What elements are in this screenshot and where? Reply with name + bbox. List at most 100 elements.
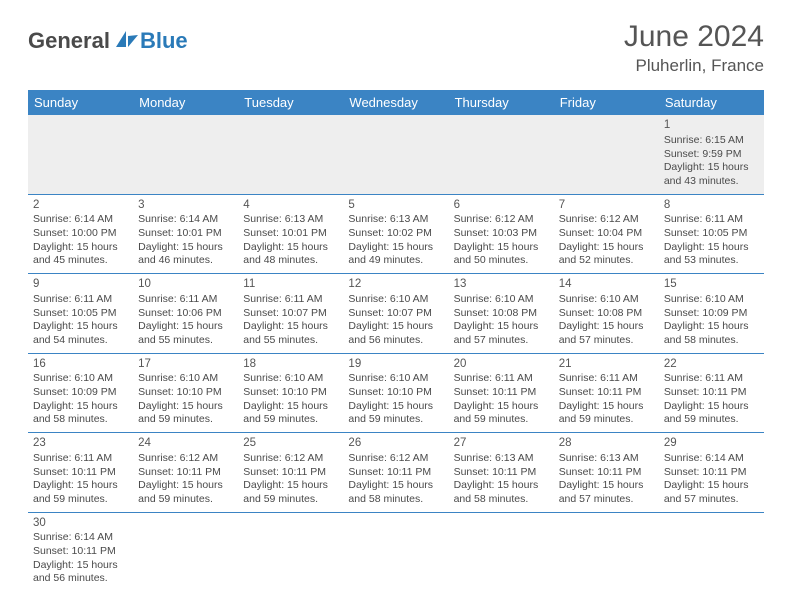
sunrise-line: Sunrise: 6:10 AM [348, 293, 443, 307]
calendar-cell: 28Sunrise: 6:13 AMSunset: 10:11 PMDaylig… [554, 433, 659, 513]
sunrise-line: Sunrise: 6:11 AM [138, 293, 233, 307]
sunset-line: Sunset: 10:11 PM [559, 466, 654, 480]
sunset-line: Sunset: 10:08 PM [559, 307, 654, 321]
calendar-cell: 23Sunrise: 6:11 AMSunset: 10:11 PMDaylig… [28, 433, 133, 513]
calendar-cell [449, 115, 554, 194]
calendar-row: 30Sunrise: 6:14 AMSunset: 10:11 PMDaylig… [28, 512, 764, 591]
sunrise-line: Sunrise: 6:10 AM [559, 293, 654, 307]
calendar-cell [343, 512, 448, 591]
daylight-line: Daylight: 15 hours and 59 minutes. [664, 400, 759, 427]
sunset-line: Sunset: 10:11 PM [243, 466, 338, 480]
calendar-cell [133, 115, 238, 194]
sunrise-line: Sunrise: 6:10 AM [138, 372, 233, 386]
daylight-line: Daylight: 15 hours and 57 minutes. [664, 479, 759, 506]
calendar-cell: 9Sunrise: 6:11 AMSunset: 10:05 PMDayligh… [28, 274, 133, 354]
calendar-body: 1Sunrise: 6:15 AMSunset: 9:59 PMDaylight… [28, 115, 764, 591]
day-number: 1 [664, 118, 759, 133]
sunset-line: Sunset: 10:07 PM [243, 307, 338, 321]
sunset-line: Sunset: 10:11 PM [454, 466, 549, 480]
day-number: 18 [243, 357, 338, 372]
logo-text-general: General [28, 28, 110, 54]
calendar-cell [554, 512, 659, 591]
day-number: 25 [243, 436, 338, 451]
sunrise-line: Sunrise: 6:13 AM [243, 213, 338, 227]
day-number: 7 [559, 198, 654, 213]
daylight-line: Daylight: 15 hours and 56 minutes. [33, 559, 128, 586]
day-number: 19 [348, 357, 443, 372]
day-number: 3 [138, 198, 233, 213]
sunset-line: Sunset: 10:05 PM [664, 227, 759, 241]
daylight-line: Daylight: 15 hours and 58 minutes. [454, 479, 549, 506]
daylight-line: Daylight: 15 hours and 57 minutes. [559, 479, 654, 506]
sunrise-line: Sunrise: 6:12 AM [138, 452, 233, 466]
sunset-line: Sunset: 10:02 PM [348, 227, 443, 241]
sunset-line: Sunset: 10:04 PM [559, 227, 654, 241]
daylight-line: Daylight: 15 hours and 59 minutes. [559, 400, 654, 427]
calendar-cell: 24Sunrise: 6:12 AMSunset: 10:11 PMDaylig… [133, 433, 238, 513]
sunrise-line: Sunrise: 6:14 AM [33, 531, 128, 545]
daylight-line: Daylight: 15 hours and 57 minutes. [559, 320, 654, 347]
calendar-cell: 7Sunrise: 6:12 AMSunset: 10:04 PMDayligh… [554, 194, 659, 274]
sunset-line: Sunset: 10:11 PM [348, 466, 443, 480]
calendar-cell: 10Sunrise: 6:11 AMSunset: 10:06 PMDaylig… [133, 274, 238, 354]
calendar-cell: 19Sunrise: 6:10 AMSunset: 10:10 PMDaylig… [343, 353, 448, 433]
daylight-line: Daylight: 15 hours and 54 minutes. [33, 320, 128, 347]
sunrise-line: Sunrise: 6:11 AM [454, 372, 549, 386]
day-header: Saturday [659, 90, 764, 115]
calendar-cell: 18Sunrise: 6:10 AMSunset: 10:10 PMDaylig… [238, 353, 343, 433]
calendar-cell [659, 512, 764, 591]
daylight-line: Daylight: 15 hours and 59 minutes. [243, 400, 338, 427]
calendar-cell: 27Sunrise: 6:13 AMSunset: 10:11 PMDaylig… [449, 433, 554, 513]
sunrise-line: Sunrise: 6:13 AM [559, 452, 654, 466]
sunset-line: Sunset: 10:10 PM [138, 386, 233, 400]
sunset-line: Sunset: 10:01 PM [138, 227, 233, 241]
day-number: 4 [243, 198, 338, 213]
sunrise-line: Sunrise: 6:11 AM [664, 372, 759, 386]
sunset-line: Sunset: 10:03 PM [454, 227, 549, 241]
sunrise-line: Sunrise: 6:10 AM [454, 293, 549, 307]
daylight-line: Daylight: 15 hours and 46 minutes. [138, 241, 233, 268]
daylight-line: Daylight: 15 hours and 57 minutes. [454, 320, 549, 347]
sunset-line: Sunset: 10:11 PM [33, 466, 128, 480]
sunset-line: Sunset: 10:01 PM [243, 227, 338, 241]
sunrise-line: Sunrise: 6:14 AM [138, 213, 233, 227]
daylight-line: Daylight: 15 hours and 50 minutes. [454, 241, 549, 268]
calendar-cell: 22Sunrise: 6:11 AMSunset: 10:11 PMDaylig… [659, 353, 764, 433]
calendar-table: Sunday Monday Tuesday Wednesday Thursday… [28, 90, 764, 591]
sunrise-line: Sunrise: 6:10 AM [33, 372, 128, 386]
calendar-cell: 25Sunrise: 6:12 AMSunset: 10:11 PMDaylig… [238, 433, 343, 513]
sunset-line: Sunset: 10:09 PM [33, 386, 128, 400]
day-number: 14 [559, 277, 654, 292]
day-number: 10 [138, 277, 233, 292]
page: General Blue June 2024 Pluherlin, France… [0, 0, 792, 611]
day-header: Tuesday [238, 90, 343, 115]
calendar-cell [554, 115, 659, 194]
calendar-cell: 8Sunrise: 6:11 AMSunset: 10:05 PMDayligh… [659, 194, 764, 274]
calendar-cell: 17Sunrise: 6:10 AMSunset: 10:10 PMDaylig… [133, 353, 238, 433]
day-number: 13 [454, 277, 549, 292]
calendar-cell [28, 115, 133, 194]
calendar-cell [133, 512, 238, 591]
calendar-cell: 3Sunrise: 6:14 AMSunset: 10:01 PMDayligh… [133, 194, 238, 274]
day-number: 11 [243, 277, 338, 292]
calendar-cell: 21Sunrise: 6:11 AMSunset: 10:11 PMDaylig… [554, 353, 659, 433]
day-number: 29 [664, 436, 759, 451]
sunset-line: Sunset: 10:07 PM [348, 307, 443, 321]
header: General Blue June 2024 Pluherlin, France [28, 20, 764, 76]
sunset-line: Sunset: 9:59 PM [664, 148, 759, 162]
daylight-line: Daylight: 15 hours and 59 minutes. [138, 400, 233, 427]
day-header: Thursday [449, 90, 554, 115]
sunrise-line: Sunrise: 6:11 AM [559, 372, 654, 386]
calendar-row: 9Sunrise: 6:11 AMSunset: 10:05 PMDayligh… [28, 274, 764, 354]
day-number: 30 [33, 516, 128, 531]
sunset-line: Sunset: 10:06 PM [138, 307, 233, 321]
day-header: Friday [554, 90, 659, 115]
daylight-line: Daylight: 15 hours and 45 minutes. [33, 241, 128, 268]
daylight-line: Daylight: 15 hours and 53 minutes. [664, 241, 759, 268]
day-number: 21 [559, 357, 654, 372]
sunrise-line: Sunrise: 6:11 AM [243, 293, 338, 307]
sunset-line: Sunset: 10:11 PM [33, 545, 128, 559]
sunset-line: Sunset: 10:11 PM [454, 386, 549, 400]
daylight-line: Daylight: 15 hours and 49 minutes. [348, 241, 443, 268]
day-number: 8 [664, 198, 759, 213]
